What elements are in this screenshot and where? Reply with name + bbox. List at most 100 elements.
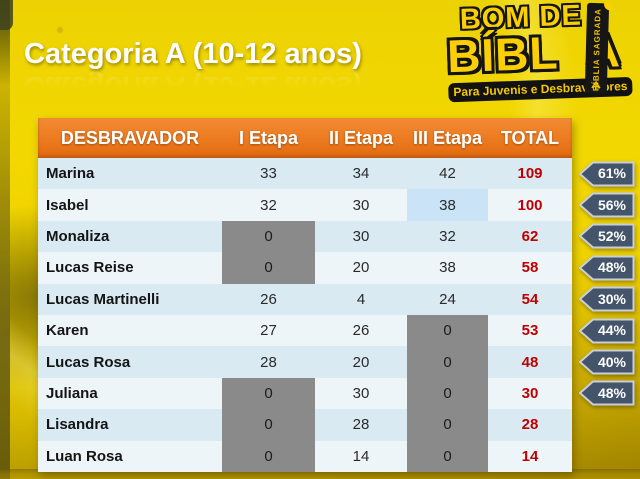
cell-total: 48 <box>521 353 539 371</box>
arrow-left-icon <box>579 286 635 312</box>
cell-etapa-3: 24 <box>439 290 456 308</box>
percent-badge: 44% <box>579 318 635 344</box>
cell-etapa-3: 0 <box>407 314 488 347</box>
table-row: Karen 27 26 0 53 44% <box>38 314 635 347</box>
cell-desbravador-name: Lisandra <box>46 416 109 434</box>
cell-desbravador-name: Lucas Rosa <box>46 353 131 371</box>
cell-total: 109 <box>517 165 543 183</box>
cell-total: 100 <box>517 196 543 214</box>
cell-etapa-2: 30 <box>352 196 370 214</box>
cell-desbravador-name: Karen <box>46 322 89 340</box>
cell-etapa-2: 4 <box>356 290 366 308</box>
adventist-emblem-icon <box>591 80 601 90</box>
cell-desbravador-name: Lucas Martinelli <box>46 290 160 308</box>
cell-etapa-2: 20 <box>352 353 370 371</box>
cell-etapa-1: 28 <box>260 353 277 371</box>
cell-etapa-3: 0 <box>407 346 488 378</box>
cell-desbravador-name: Isabel <box>46 196 89 214</box>
cell-etapa-3: 42 <box>439 165 456 183</box>
cell-total: 53 <box>521 322 539 340</box>
arrow-left-icon <box>579 255 635 281</box>
percent-value: 44% <box>597 322 627 339</box>
column-header-etapa-3: III Etapa <box>412 127 483 148</box>
cell-etapa-2: 28 <box>352 416 370 434</box>
cell-etapa-1: 0 <box>222 220 315 253</box>
column-header-etapa-2: II Etapa <box>328 127 394 148</box>
arrow-left-icon <box>579 349 635 375</box>
percent-badge: 30% <box>579 286 635 312</box>
percent-value: 61% <box>597 165 627 182</box>
cell-etapa-2: 30 <box>352 227 370 245</box>
cell-etapa-1: 0 <box>222 409 315 441</box>
percent-value: 48% <box>597 259 627 276</box>
table-row: Lucas Reise 0 20 38 58 48% <box>38 252 635 284</box>
percent-badge: 48% <box>579 255 635 281</box>
cell-etapa-1: 27 <box>260 322 277 340</box>
table-row: Marina 33 34 42 109 61% <box>38 158 635 190</box>
cell-etapa-1: 0 <box>222 377 315 410</box>
cell-etapa-2: 20 <box>352 259 370 277</box>
percent-badge: 56% <box>579 192 635 218</box>
column-header-total: TOTAL <box>500 127 560 148</box>
cell-etapa-3: 0 <box>407 377 488 410</box>
bottom-gold-band <box>0 469 640 479</box>
table-body: Marina 33 34 42 109 61% Isabel 32 30 38 … <box>38 158 635 472</box>
slide-title-reflection: Categoria A (10-12 anos) <box>24 70 362 102</box>
cell-etapa-3: 0 <box>407 409 488 441</box>
cell-etapa-2: 34 <box>352 165 370 183</box>
cell-total: 28 <box>521 416 539 434</box>
bible-book-icon: BÍBLIA SAGRADA <box>584 2 610 94</box>
table-header-row: DESBRAVADOR I Etapa II Etapa III Etapa T… <box>38 118 572 158</box>
cell-desbravador-name: Marina <box>46 165 95 183</box>
cell-etapa-1: 33 <box>260 165 277 183</box>
cell-total: 14 <box>521 447 539 465</box>
cell-etapa-1: 0 <box>222 440 315 472</box>
cell-etapa-1: 32 <box>260 196 277 214</box>
arrow-left-icon <box>579 223 635 249</box>
table-row: Lucas Martinelli 26 4 24 54 30% <box>38 283 635 315</box>
cell-etapa-2: 14 <box>352 447 370 465</box>
logo-text-bibl: BÍBL <box>446 26 560 83</box>
top-left-dark-corner <box>0 0 13 30</box>
percent-value: 30% <box>597 290 627 307</box>
cell-etapa-3: 38 <box>439 259 456 277</box>
table-row: Juliana 0 30 0 30 48% <box>38 377 635 410</box>
arrow-left-icon <box>579 161 635 187</box>
logo-text-biblia: BÍBL A <box>446 25 637 83</box>
column-header-desbravador: DESBRAVADOR <box>60 127 200 148</box>
percent-badge: 48% <box>579 380 635 406</box>
table-row: Luan Rosa 0 14 0 14 <box>38 440 572 472</box>
cell-etapa-1: 26 <box>260 290 277 308</box>
cell-total: 62 <box>521 227 539 245</box>
cell-etapa-2: 26 <box>352 322 370 340</box>
cell-etapa-3: 0 <box>407 440 488 472</box>
cell-desbravador-name: Luan Rosa <box>46 447 123 465</box>
percent-badge: 40% <box>579 349 635 375</box>
book-gap <box>559 73 587 74</box>
cell-etapa-2: 30 <box>352 384 370 402</box>
cell-desbravador-name: Monaliza <box>46 227 110 245</box>
cell-total: 58 <box>521 259 539 277</box>
cell-total: 54 <box>521 290 539 308</box>
table-row: Monaliza 0 30 32 62 52% <box>38 220 635 253</box>
table-row: Lisandra 0 28 0 28 <box>38 409 572 441</box>
percent-value: 56% <box>597 196 627 213</box>
percent-badge: 52% <box>579 223 635 249</box>
cell-desbravador-name: Juliana <box>46 384 98 402</box>
cell-etapa-1: 0 <box>222 252 315 284</box>
percent-value: 40% <box>597 353 627 370</box>
table-row: Lucas Rosa 28 20 0 48 40% <box>38 346 635 378</box>
cell-etapa-3: 38 <box>407 189 488 221</box>
arrow-left-icon <box>579 318 635 344</box>
percent-value: 52% <box>597 227 627 244</box>
percent-badge: 61% <box>579 161 635 187</box>
bom-de-biblia-logo: BOM DE BÍBL A BÍBLIA SAGRADA Para Juveni… <box>445 0 638 103</box>
cell-etapa-3: 32 <box>439 227 456 245</box>
arrow-left-icon <box>579 192 635 218</box>
left-edge-texture <box>0 0 10 479</box>
table-row: Isabel 32 30 38 100 56% <box>38 189 635 221</box>
page-title: Categoria A (10-12 anos) <box>24 38 362 70</box>
cell-total: 30 <box>521 384 539 402</box>
scores-table: DESBRAVADOR I Etapa II Etapa III Etapa T… <box>38 118 635 472</box>
